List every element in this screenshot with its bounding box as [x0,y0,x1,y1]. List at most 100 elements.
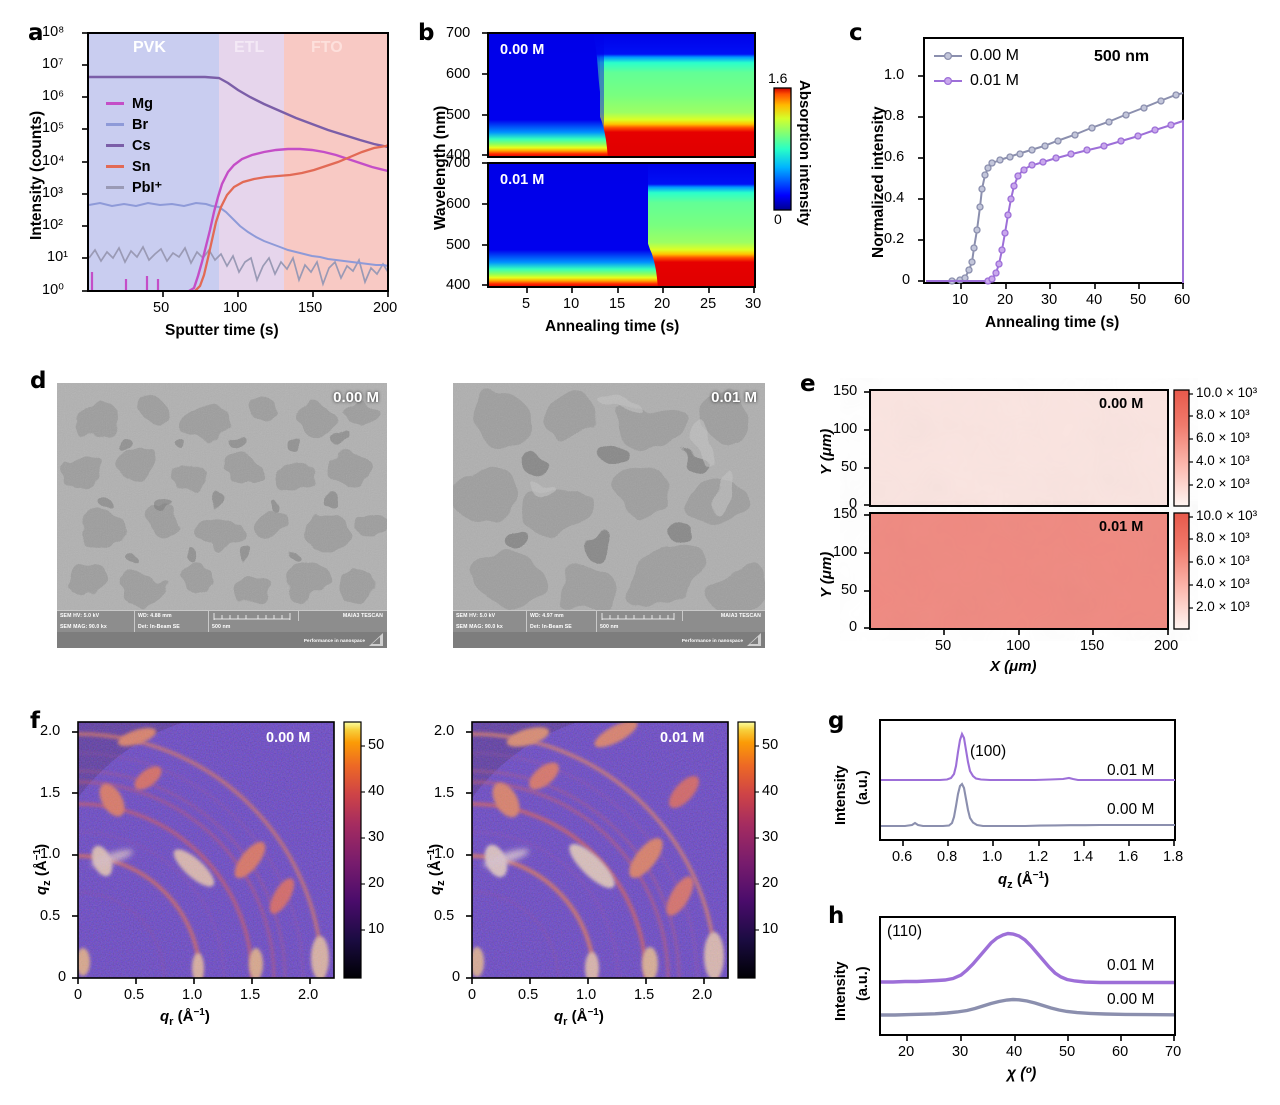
panel-f: 2.0 1.5 1.0 0.5 0 0 0.5 1.0 1.5 2.0 2.0 … [20,700,820,1040]
panel-e-yaxis-label-bottom: Y (μm) [818,551,835,598]
panel-f-right-cbar-tick: 50 [762,737,779,753]
sem-infobar-row2-000M: SEM MAG: 90.0 kx Det: In-Beam SE 500 nm [57,621,387,632]
legend-entry-cs: Cs [106,135,162,156]
panel-e-cbar-tick-bottom: 10.0 × 10³ [1196,508,1258,523]
panel-c-xaxis-label: Annealing time (s) [985,314,1120,331]
panel-d-label: d [30,368,47,394]
panel-f-left-ytick: 1.5 [40,785,61,801]
panel-e-ytick-top: 150 [833,383,858,399]
curve-h-001M [881,931,1174,985]
legend-label-mg: Mg [132,95,153,112]
panel-a-xtick: 50 [153,300,170,316]
panel-c-xtick: 30 [1041,292,1058,308]
sem-hv-000M: SEM HV: 5.0 kV [57,611,135,621]
curve-cs [89,75,388,149]
panel-c-legend-marks [934,51,962,86]
panel-f-left-cbar-tick: 30 [368,829,385,845]
panel-h-frame [879,916,1176,1036]
sem-scalebar-001M [597,611,683,621]
curve-001M [926,119,1184,285]
panel-f-left-xtick: 1.5 [240,987,261,1003]
sem-wd-001M: WD: 4.97 mm [527,611,597,621]
sem-conc-label-001M: 0.01 M [711,389,757,406]
panel-e-cbar-tick-top: 4.0 × 10³ [1196,453,1250,468]
panel-e-ytick-bottom: 0 [849,619,858,635]
sem-infobar-row3-000M: Performance in nanospace [57,632,387,648]
legend-entry-sn: Sn [106,156,162,177]
panel-a-plot [82,32,389,297]
panel-h-xtick: 40 [1006,1044,1023,1060]
panel-g-xaxis-label: qz (Å−1) [998,870,1050,891]
panel-c-xtick: 60 [1174,292,1191,308]
curve-000M [926,91,1184,285]
panel-e-ytick-top: 50 [841,459,858,475]
heatmap-000M [488,33,755,157]
panel-a-ytick: 10² [42,217,63,233]
panel-e-xtick: 150 [1080,638,1105,654]
panel-g-xtick: 1.6 [1118,849,1139,865]
panel-e-conc-top: 0.00 M [1099,396,1144,412]
sem-micrograph-000M [57,383,387,648]
panel-b-ytick: 700 [446,25,471,41]
legend-label-br: Br [132,116,149,133]
panel-c-xtick: 40 [1086,292,1103,308]
sem-scalebar-000M [209,611,299,621]
panel-e-plot [864,389,1193,635]
panel-h-curve-label-001M: 0.01 M [1107,957,1155,974]
panel-e-cbar-tick-bottom: 2.0 × 10³ [1196,599,1250,614]
panel-f-left-ytick: 0.5 [40,908,61,924]
panel-h-xaxis-label: χ (º) [1007,1065,1037,1082]
panel-b-cbar-max: 1.6 [768,70,788,86]
panel-c-xtick: 50 [1130,292,1147,308]
panel-f-left-xtick: 1.0 [182,987,203,1003]
sem-infobar-row1-001M: SEM HV: 5.0 kV WD: 4.97 mm MAIA3 TESCAN [453,610,765,621]
legend-swatch-pbi [106,186,124,189]
legend-entry-mg: Mg [106,93,162,114]
panel-a-ytick: 10⁵ [42,120,65,136]
panel-g-plot [879,719,1176,846]
panel-c-ytick: 1.0 [884,67,905,83]
panel-a-xaxis-label: Sputter time (s) [165,322,279,339]
panel-e-cbar-tick-top: 2.0 × 10³ [1196,476,1250,491]
panel-a-yaxis-label: Intensity (counts) [28,110,45,240]
panel-f-left-cbar-tick: 40 [368,783,385,799]
curve-pbi [88,245,388,287]
panel-a-ytick: 10⁰ [42,282,64,298]
panel-f-left-cbar-tick: 50 [368,737,385,753]
panel-a: 10⁸ 10⁷ 10⁶ 10⁵ 10⁴ 10³ 10² 10¹ 10⁰ 50 1… [0,0,420,340]
sem-brand-001M: MAIA3 TESCAN [720,613,761,619]
panel-c-yaxis-label: Normalized intensity [870,106,887,258]
panel-f-colorbar-right [737,721,756,979]
legend-label-sn: Sn [132,158,151,175]
sem-infobar-row3-001M: Performance in nanospace [453,632,765,648]
panel-h-plot [879,916,1176,1041]
panel-f-left-ytick: 2.0 [40,723,61,739]
panel-g-xtick: 1.2 [1028,849,1049,865]
legend-label-pbi: PbI⁺ [132,179,163,196]
panel-f-right-xtick: 0.5 [518,987,539,1003]
panel-b-xtick: 10 [563,296,580,312]
panel-h-xtick: 70 [1165,1044,1182,1060]
panel-g-xtick: 0.8 [937,849,958,865]
panel-f-left-xtick: 0.5 [124,987,145,1003]
sem-infobar-row2-001M: SEM MAG: 90.0 kx Det: In-Beam SE 500 nm [453,621,765,632]
panel-f-right-ytick: 2.0 [434,723,455,739]
panel-f-left-ytick: 0 [58,969,67,985]
heatmap-001M [488,163,755,287]
panel-f-colorbar-left [343,721,362,979]
panel-b: 700 600 500 400 700 600 500 400 5 10 15 … [410,0,830,340]
panel-c-xtick: 20 [997,292,1014,308]
panel-b-cbar-min: 0 [774,211,782,227]
panel-e-ytick-bottom: 50 [841,582,858,598]
panel-b-ytick: 600 [446,196,471,212]
panel-f-left-yaxis-label: qz (Å−1) [32,843,53,895]
panel-e-ytick-top: 100 [833,421,858,437]
curve-sn [194,143,388,291]
panel-f-left-xtick: 2.0 [298,987,319,1003]
panel-e-colorbar-top [1173,389,1190,507]
region-label-pvk: PVK [133,39,166,56]
panel-h-xtick: 60 [1112,1044,1129,1060]
panel-b-conc-top: 0.00 M [500,42,545,58]
panel-b-ytick: 700 [446,155,471,171]
panel-b-bottom-frame [487,162,756,288]
